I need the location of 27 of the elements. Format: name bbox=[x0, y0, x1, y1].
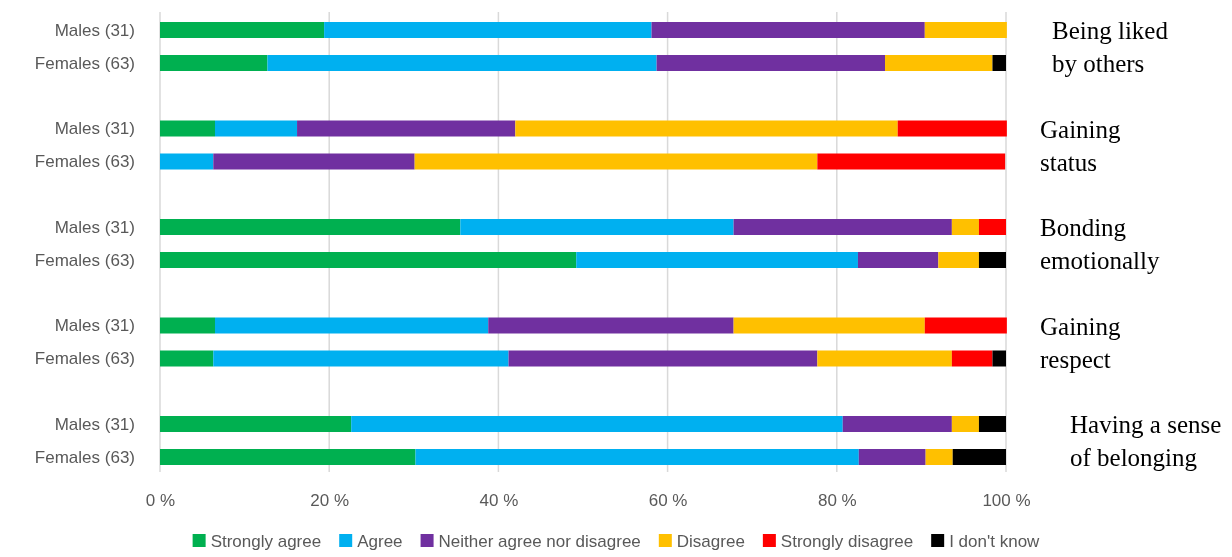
text: Bonding emotionally bbox=[1040, 214, 1160, 274]
y-tick-label: Males (31) bbox=[54, 414, 135, 434]
x-tick-label: 20 % bbox=[310, 491, 350, 511]
y-tick-label: Females (63) bbox=[34, 152, 135, 172]
y-tick-label: Females (63) bbox=[34, 250, 135, 270]
x-tick-label: 60 % bbox=[648, 491, 688, 511]
x-tick-label: 100 % bbox=[982, 491, 1031, 511]
x-tick-label: 0 % bbox=[145, 491, 176, 511]
y-tick-label: Females (63) bbox=[34, 447, 135, 467]
text: Gaining status bbox=[1040, 115, 1122, 176]
legend-label: Strongly agree bbox=[210, 532, 322, 551]
legend-label: I don't know bbox=[949, 532, 1041, 551]
legend-label: Strongly disagree bbox=[780, 532, 914, 551]
y-tick-label: Females (63) bbox=[34, 349, 135, 369]
y-tick-label: Females (63) bbox=[34, 53, 135, 73]
y-tick-label: Males (31) bbox=[54, 20, 135, 40]
text: Having a sense of belonging bbox=[1070, 411, 1222, 471]
legend-label: Neither agree nor disagree bbox=[438, 532, 641, 551]
x-tick-label: 80 % bbox=[817, 491, 857, 511]
x-tick-label: 40 % bbox=[479, 491, 519, 511]
legend-label: Agree bbox=[357, 532, 403, 551]
legend-label: Disagree bbox=[676, 532, 745, 551]
text: Gaining respect bbox=[1040, 312, 1122, 373]
text: Being liked by others bbox=[1052, 17, 1169, 77]
y-tick-label: Males (31) bbox=[54, 316, 135, 336]
y-tick-label: Males (31) bbox=[54, 217, 135, 237]
y-tick-label: Males (31) bbox=[54, 119, 135, 139]
